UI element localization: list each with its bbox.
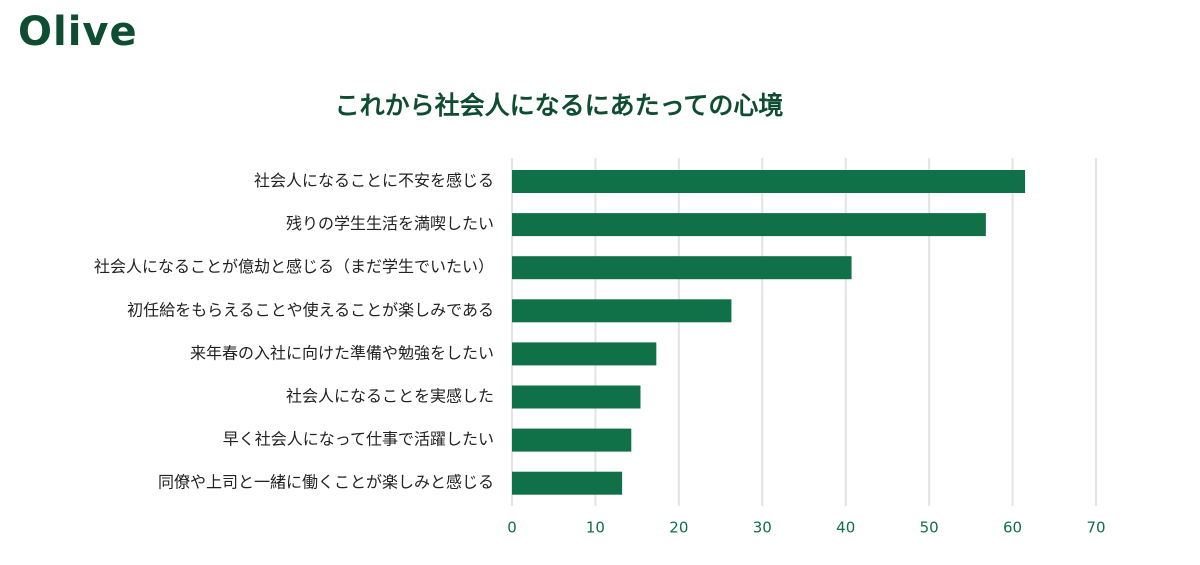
category-label: 社会人になることに不安を感じる <box>254 171 494 190</box>
x-tick-label: 40 <box>836 519 855 537</box>
x-tick-label: 30 <box>753 519 772 537</box>
category-labels: 社会人になることに不安を感じる残りの学生生活を満喫したい社会人になることが億劫と… <box>94 171 494 492</box>
x-tick-label: 60 <box>1003 519 1022 537</box>
bar <box>512 428 632 452</box>
category-label: 社会人になることを実感した <box>286 387 494 406</box>
x-tick-label: 10 <box>586 519 605 537</box>
category-label: 来年春の入社に向けた準備や勉強をしたい <box>190 343 494 362</box>
gridlines <box>511 158 1097 506</box>
bar <box>512 385 641 409</box>
x-tick-label: 20 <box>669 519 688 537</box>
category-label: 社会人になることが億劫と感じる（まだ学生でいたい） <box>94 257 494 276</box>
category-label: 初任給をもらえることや使えることが楽しみである <box>127 300 494 319</box>
x-tick-label: 50 <box>920 519 939 537</box>
olive-logo: Olive <box>18 9 138 55</box>
category-label: 同僚や上司と一緒に働くことが楽しみと感じる <box>158 473 494 492</box>
x-tick-label: 0 <box>507 519 517 537</box>
bar <box>512 471 623 495</box>
bars <box>512 170 1026 495</box>
bar <box>512 170 1026 193</box>
x-tick-label: 70 <box>1086 519 1105 537</box>
category-label: 早く社会人になって仕事で活躍したい <box>223 430 494 449</box>
x-axis-ticks: 0 10 20 30 40 50 60 70 <box>507 519 1105 537</box>
category-label: 残りの学生生活を満喫したい <box>286 214 494 233</box>
bar <box>512 342 657 366</box>
chart-title: これから社会人になるにあたっての心境 <box>334 91 784 120</box>
bar <box>512 299 732 323</box>
bar <box>512 256 852 280</box>
bar <box>512 213 986 237</box>
